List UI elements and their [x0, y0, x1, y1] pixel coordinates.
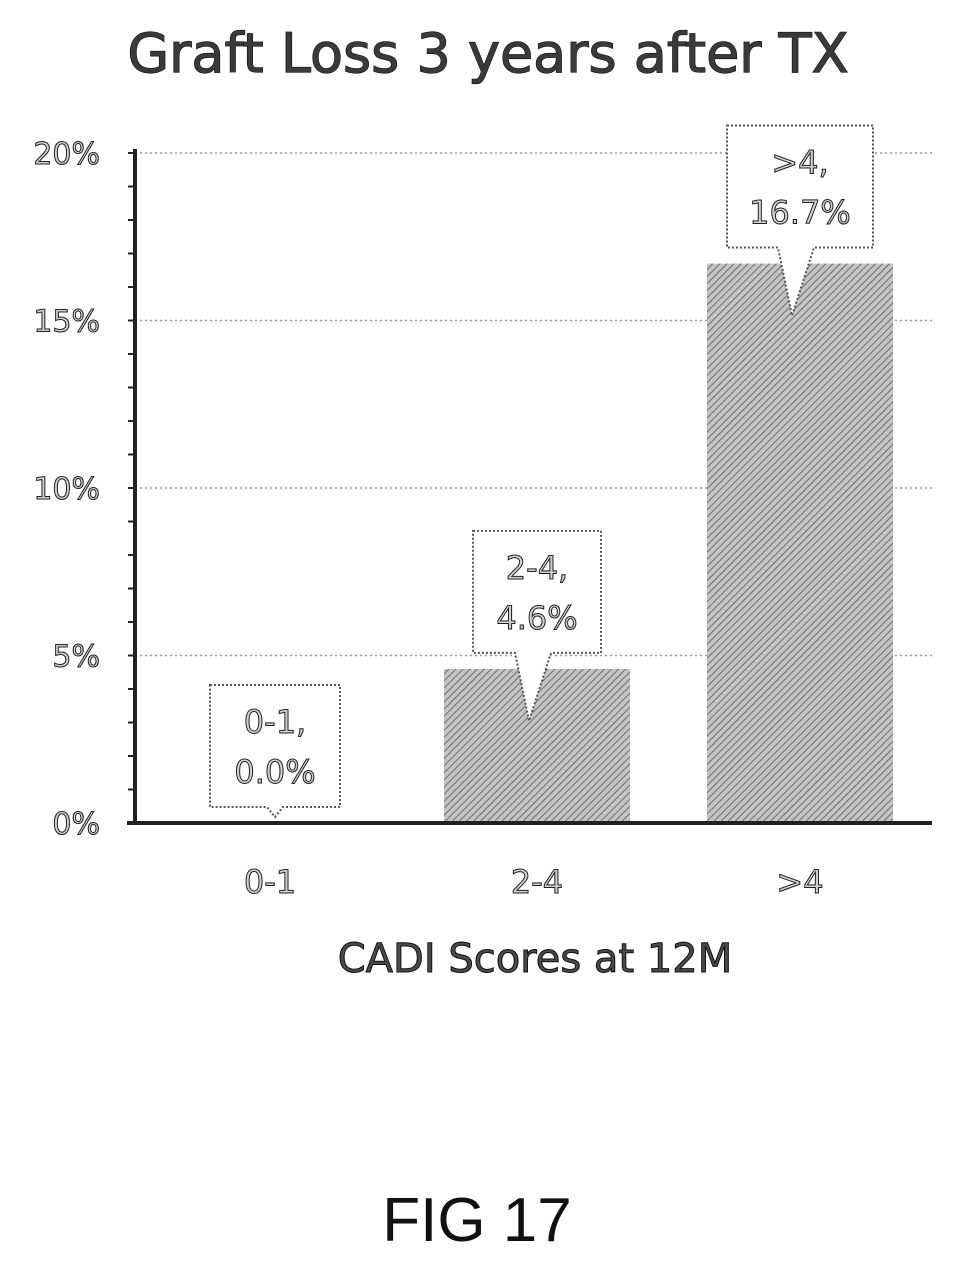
data-label-category: 0-1,: [244, 703, 306, 741]
tick-labels: 0% 5% 10% 15% 20% 0-1 2-4 >4: [33, 137, 824, 902]
data-label-callout: [472, 529, 602, 725]
data-labels: 0-1, 0.0% 2-4, 4.6% >4, 16.7%: [209, 124, 874, 819]
axes: [127, 149, 932, 825]
bar: [707, 263, 893, 823]
y-tick-label: 20%: [33, 137, 100, 172]
data-label-value: 16.7%: [749, 194, 851, 232]
data-label-value: 4.6%: [496, 599, 577, 637]
y-tick-label: 10%: [33, 472, 100, 507]
data-label-category: >4,: [771, 144, 828, 182]
y-tick-label: 15%: [33, 305, 100, 340]
chart-title: Graft Loss 3 years after TX: [127, 22, 848, 85]
y-tick-label: 5%: [52, 640, 100, 675]
data-label-callout: [209, 684, 341, 819]
data-label-category: 2-4,: [506, 549, 568, 587]
x-category-label: 0-1: [244, 863, 296, 901]
figure-caption: FIG 17: [382, 1186, 572, 1255]
data-label-value: 0.0%: [234, 753, 315, 791]
data-label-callout: [726, 124, 874, 320]
x-category-label: >4: [776, 863, 823, 901]
x-category-label: 2-4: [511, 863, 563, 901]
y-tick-label: 0%: [52, 807, 100, 842]
x-axis-title: CADI Scores at 12M: [338, 936, 733, 982]
